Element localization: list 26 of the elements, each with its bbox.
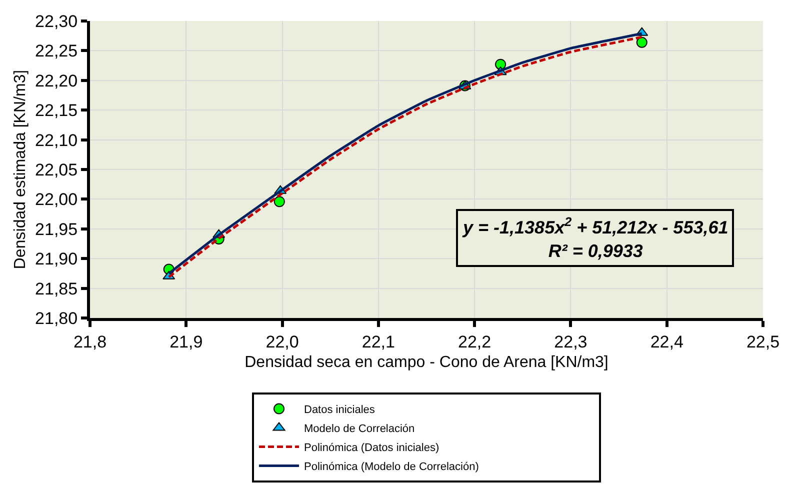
- legend-label: Polinómica (Datos iniciales): [304, 442, 440, 454]
- x-tick-label: 21,8: [73, 332, 107, 352]
- y-tick-label: 22,00: [35, 190, 78, 210]
- y-tick-label: 22,30: [35, 12, 78, 31]
- y-tick-label: 21,85: [35, 279, 78, 298]
- y-tick-label: 22,25: [35, 42, 78, 61]
- y-tick-label: 22,10: [35, 130, 78, 150]
- x-tick-label: 22,5: [746, 332, 780, 352]
- y-tick-label: 22,20: [35, 71, 78, 90]
- y-axis-title: Densidad estimada [KN/m3]: [12, 70, 29, 270]
- y-tick-label: 21,80: [35, 308, 78, 328]
- x-tick-label: 22,3: [554, 332, 588, 352]
- y-tick-label: 21,90: [35, 250, 78, 269]
- y-tick-label: 22,05: [35, 160, 78, 180]
- x-tick-label: 22,0: [266, 332, 299, 352]
- x-tick-label: 21,9: [170, 332, 203, 352]
- legend-label: Polinómica (Modelo de Correlación): [304, 461, 479, 474]
- y-tick-label: 22,15: [35, 101, 78, 120]
- x-tick-label: 22,4: [650, 332, 684, 352]
- y-tick-label: 21,95: [35, 220, 78, 239]
- legend-label: Modelo de Correlación: [304, 423, 415, 436]
- legend-label: Datos iniciales: [304, 404, 376, 416]
- x-tick-label: 22,1: [362, 332, 395, 352]
- annotation: y = -1,1385x$^{2}$ + 51,212x - 553,61 R² = 0,9933: [462, 215, 728, 261]
- x-axis-title: Densidad seca en campo - Cono de Arena [KN/m3]: [244, 354, 608, 372]
- x-tick-label: 22,2: [458, 332, 492, 352]
